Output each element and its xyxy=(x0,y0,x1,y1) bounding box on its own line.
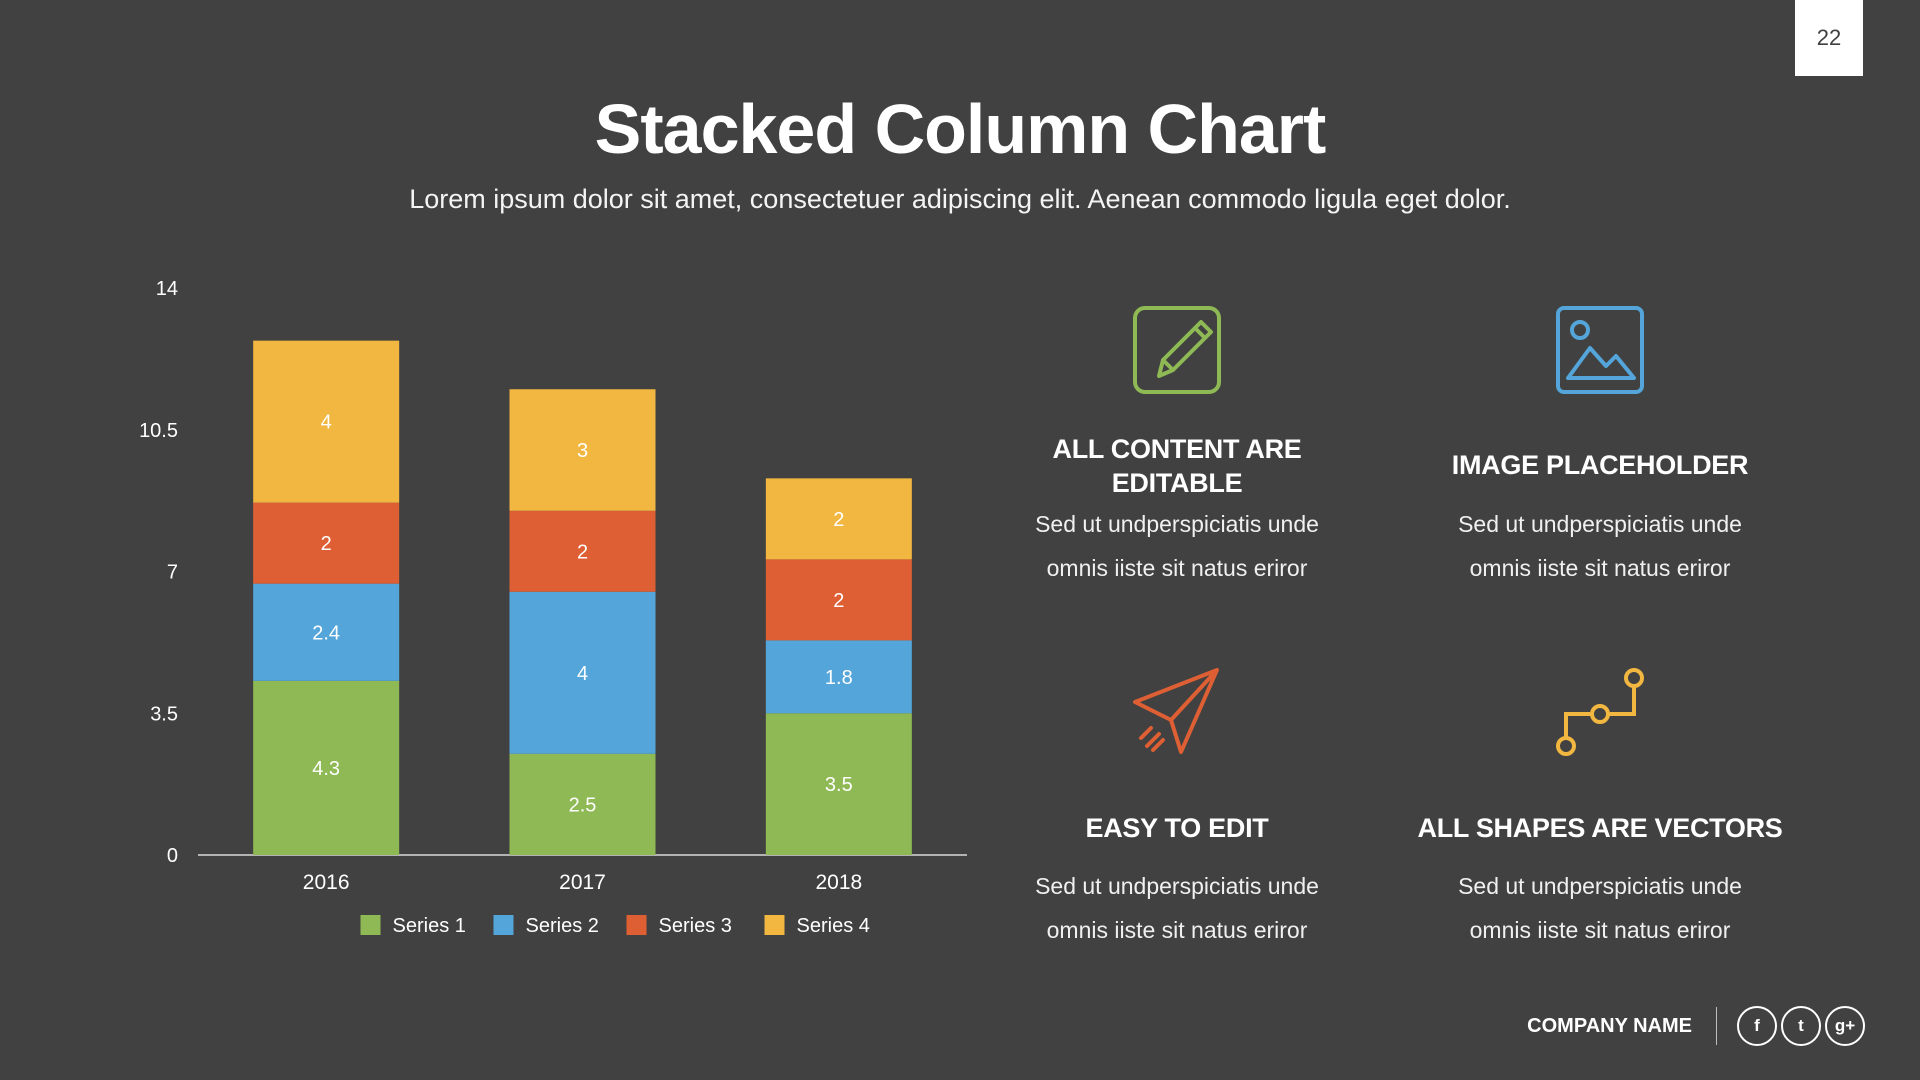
data-label: 1.8 xyxy=(825,667,853,689)
page-number: 22 xyxy=(1795,0,1863,76)
facebook-icon[interactable]: f xyxy=(1737,1006,1777,1046)
legend-swatch xyxy=(764,915,785,935)
bar-segment xyxy=(253,502,400,584)
feature-desc-line: Sed ut undperspiciatis unde xyxy=(1458,511,1742,537)
image-icon xyxy=(1556,306,1644,394)
company-name: COMPANY NAME xyxy=(1527,1015,1692,1037)
feature-title-easy-to-edit: EASY TO EDIT xyxy=(977,811,1377,845)
data-label: 2 xyxy=(321,533,332,555)
bar-segment xyxy=(253,340,400,503)
feature-desc-line: Sed ut undperspiciatis unde xyxy=(1035,511,1319,537)
legend-swatch xyxy=(493,915,514,935)
legend-swatch xyxy=(626,915,647,935)
paper-plane-icon xyxy=(1133,668,1219,754)
feature-description: Sed ut undperspiciatis unde omnis iiste … xyxy=(977,502,1377,590)
feature-title-line: EDITABLE xyxy=(1111,468,1243,498)
data-label: 4.3 xyxy=(312,758,340,780)
page-title: Stacked Column Chart xyxy=(594,90,1327,168)
stacked-column-chart: 0 3.5 7 10.5 14 4.3 2.4 2 4 2016 2.5 4 2 3 2017 3.5 1.8 2… xyxy=(139,278,967,937)
bar-segment xyxy=(765,640,912,714)
vector-path-icon xyxy=(1556,668,1644,756)
data-label: 4 xyxy=(577,663,588,685)
feature-title-line: ALL SHAPES ARE VECTORS xyxy=(1417,813,1783,843)
bar-segment xyxy=(509,591,656,754)
bar-segment xyxy=(253,583,400,681)
bar-segment xyxy=(509,389,656,511)
x-tick-label: 2017 xyxy=(559,871,606,894)
edit-icon xyxy=(1133,306,1221,394)
feature-desc-line: Sed ut undperspiciatis unde xyxy=(1035,873,1319,899)
data-label: 4 xyxy=(321,412,332,434)
legend-label: Series 4 xyxy=(797,915,870,937)
feature-title-line: EASY TO EDIT xyxy=(1085,813,1269,843)
data-label: 2 xyxy=(833,509,844,531)
x-tick-label: 2018 xyxy=(815,871,862,894)
y-tick-label: 10.5 xyxy=(139,420,178,442)
data-label: 2.4 xyxy=(312,622,340,644)
twitter-icon[interactable]: t xyxy=(1781,1006,1821,1046)
feature-title-line: IMAGE PLACEHOLDER xyxy=(1451,450,1749,480)
footer-divider xyxy=(1716,1007,1717,1045)
feature-desc-line: omnis iiste sit natus eriror xyxy=(1046,555,1308,581)
google-plus-icon[interactable]: g+ xyxy=(1825,1006,1865,1046)
bar-segment xyxy=(765,478,912,560)
feature-desc-line: omnis iiste sit natus eriror xyxy=(1469,917,1731,943)
feature-desc-line: omnis iiste sit natus eriror xyxy=(1046,917,1308,943)
y-tick-label: 7 xyxy=(167,562,178,584)
legend-label: Series 3 xyxy=(659,915,732,937)
data-label: 2 xyxy=(577,541,588,563)
y-tick-label: 14 xyxy=(156,278,178,300)
y-tick-label: 3.5 xyxy=(150,703,178,725)
bar-segment xyxy=(509,753,656,855)
data-label: 2 xyxy=(833,590,844,612)
bar-segment xyxy=(765,559,912,641)
feature-title-editable: ALL CONTENT ARE EDITABLE xyxy=(977,432,1377,500)
bar-segment xyxy=(765,713,912,855)
feature-description: Sed ut undperspiciatis unde omnis iiste … xyxy=(1400,502,1800,590)
feature-desc-line: omnis iiste sit natus eriror xyxy=(1469,555,1731,581)
x-tick-label: 2016 xyxy=(303,871,350,894)
data-label: 3 xyxy=(577,440,588,462)
feature-desc-line: Sed ut undperspiciatis unde xyxy=(1458,873,1742,899)
data-label: 2.5 xyxy=(569,794,597,816)
legend-label: Series 2 xyxy=(526,915,599,937)
data-label: 3.5 xyxy=(825,774,853,796)
y-tick-label: 0 xyxy=(167,845,178,867)
legend-label: Series 1 xyxy=(393,915,466,937)
feature-title-line: ALL CONTENT ARE xyxy=(1052,434,1302,464)
legend-swatch xyxy=(360,915,381,935)
bar-segment xyxy=(253,680,400,855)
feature-description: Sed ut undperspiciatis unde omnis iiste … xyxy=(1400,864,1800,952)
feature-title-image-placeholder: IMAGE PLACEHOLDER xyxy=(1400,448,1800,482)
feature-description: Sed ut undperspiciatis unde omnis iiste … xyxy=(977,864,1377,952)
page-subtitle: Lorem ipsum dolor sit amet, consectetuer… xyxy=(409,184,1511,214)
bar-segment xyxy=(509,510,656,592)
feature-title-vectors: ALL SHAPES ARE VECTORS xyxy=(1400,811,1800,845)
